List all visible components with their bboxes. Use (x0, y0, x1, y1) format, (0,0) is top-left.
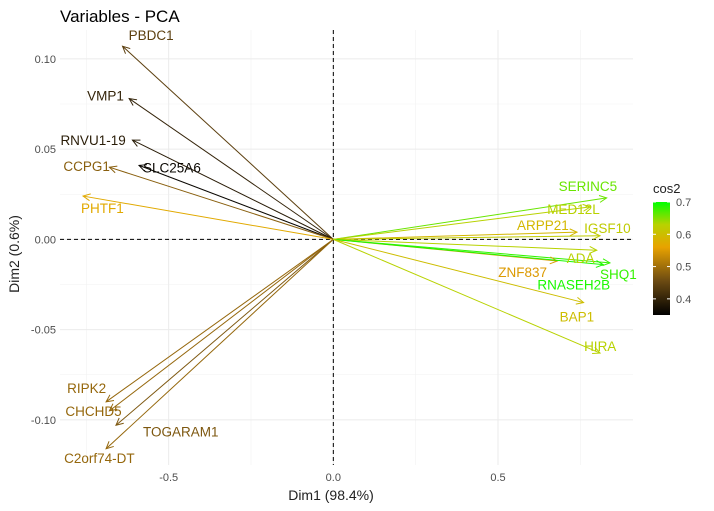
variable-label: IGSF10 (584, 221, 631, 236)
variable-arrowhead (589, 245, 598, 254)
y-tick-label: -0.10 (31, 415, 56, 427)
variable-label: VMP1 (87, 89, 124, 104)
variable-label: ADA (567, 251, 595, 266)
variable-arrowhead (569, 228, 579, 237)
x-tick-label: 0.0 (326, 472, 341, 484)
variable-arrowhead (575, 297, 585, 305)
y-tick-label: 0.00 (35, 234, 56, 246)
variable-arrowhead (108, 403, 118, 412)
variable-arrow (115, 238, 334, 426)
y-axis-title: Dim2 (0.6%) (6, 215, 22, 293)
variable-arrowhead (592, 346, 602, 354)
variable-arrow (333, 238, 584, 304)
variable-arrow (333, 235, 601, 240)
y-tick-label: 0.05 (35, 144, 56, 156)
variable-label: PHTF1 (81, 201, 124, 216)
variable-arrow (109, 238, 334, 412)
variable-label: ARPP21 (517, 218, 569, 233)
legend-tick-label: 0.4 (676, 294, 691, 306)
variable-label: TOGARAM1 (143, 424, 219, 439)
legend-colorbar (653, 202, 670, 315)
variable-arrow (105, 239, 334, 450)
variable-arrowhead (598, 195, 608, 203)
variable-arrow (105, 238, 334, 403)
variable-arrowhead (131, 139, 141, 147)
legend-tick-label: 0.6 (676, 229, 691, 241)
variable-arrow (333, 238, 597, 251)
variable-arrow (138, 164, 334, 240)
variable-label: SHQ1 (600, 267, 637, 282)
legend-tick-label: 0.7 (676, 197, 691, 209)
legend-ticks: 0.4 0.5 0.6 0.7 (653, 197, 691, 306)
variable-arrowhead (108, 165, 118, 174)
variable-arrowhead (105, 394, 115, 403)
legend-title: cos2 (653, 181, 680, 196)
chart-title: Variables - PCA (60, 7, 180, 26)
variable-arrow (109, 166, 334, 240)
variable-arrowhead (81, 193, 91, 202)
variable-label: SLC25A6 (143, 160, 201, 175)
variable-arrow (333, 197, 607, 240)
variable-label: RNVU1-19 (60, 133, 125, 148)
y-tick-label: 0.10 (35, 54, 56, 66)
variable-arrow (333, 238, 601, 354)
variable-arrowhead (128, 97, 138, 106)
variable-arrowhead (121, 45, 131, 54)
variable-label: MED12L (547, 202, 600, 217)
variable-labels: PBDC1 VMP1 RNVU1-19 SLC25A6 CCPG1 PHTF1 RIPK2 C… (60, 28, 636, 466)
variable-label: SERINC5 (559, 179, 618, 194)
x-tick-labels: -0.5 0.0 0.5 (159, 472, 505, 484)
variable-arrow (128, 98, 334, 240)
variable-arrow (333, 238, 604, 266)
variable-arrow (82, 195, 334, 240)
variable-arrowhead (115, 417, 124, 427)
variable-arrow (333, 231, 578, 240)
x-tick-label: -0.5 (159, 472, 178, 484)
variable-label: C2orf74-DT (64, 451, 135, 466)
variable-label: RIPK2 (67, 381, 106, 396)
y-tick-labels: -0.10 -0.05 0.00 0.05 0.10 (31, 54, 56, 427)
variable-arrow (132, 139, 334, 240)
variable-arrowhead (549, 256, 559, 265)
variable-arrowhead (105, 441, 114, 450)
variable-label: CHCHD5 (65, 404, 121, 419)
x-tick-label: 0.5 (490, 472, 505, 484)
variable-arrowhead (595, 260, 605, 268)
variable-arrowhead (137, 164, 148, 172)
reference-lines (60, 30, 633, 465)
variable-label: RNASEH2B (537, 278, 610, 293)
y-tick-label: -0.05 (31, 325, 56, 337)
variable-arrowhead (602, 258, 612, 267)
variable-arrowhead (592, 231, 602, 240)
variable-label: CCPG1 (63, 159, 110, 174)
variable-label: ZNF837 (498, 265, 547, 280)
variable-label: BAP1 (560, 310, 595, 325)
legend-tick-label: 0.5 (676, 262, 691, 274)
variable-arrow (122, 45, 334, 240)
variable-arrow (333, 206, 591, 240)
variable-label: PBDC1 (129, 28, 174, 43)
x-axis-title: Dim1 (98.4%) (288, 487, 374, 503)
legend: cos2 0.4 0.5 0.6 0.7 (653, 181, 691, 315)
variable-arrowhead (582, 203, 592, 212)
variable-arrows (81, 45, 612, 450)
variable-label: HIRA (584, 339, 616, 354)
